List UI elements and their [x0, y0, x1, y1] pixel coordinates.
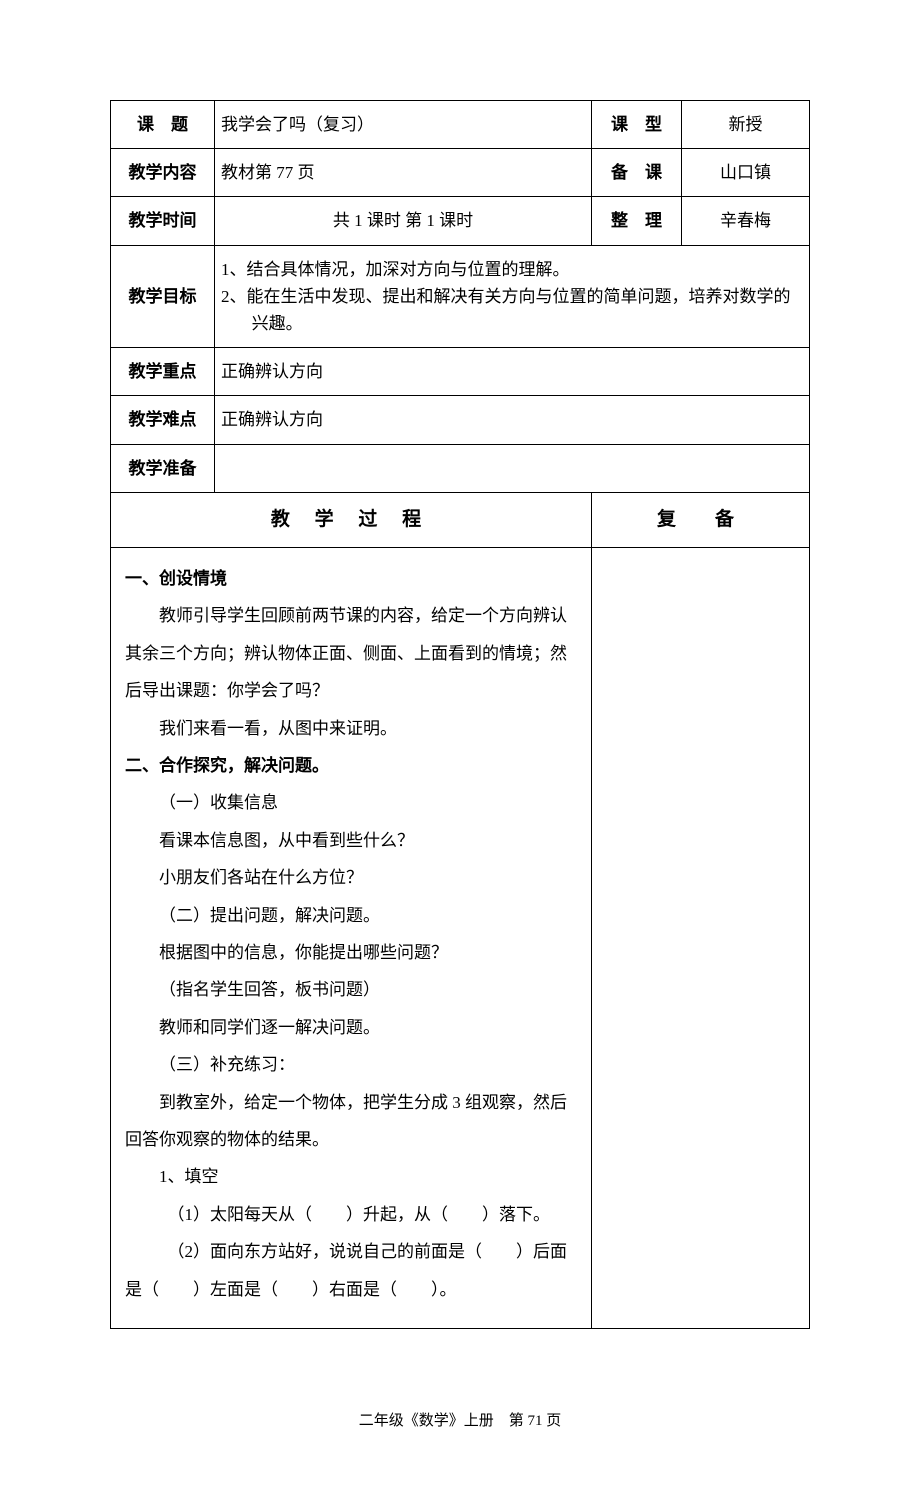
label-organize: 整 理 — [592, 197, 682, 245]
value-content: 教材第 77 页 — [215, 149, 592, 197]
label-prepare: 备 课 — [592, 149, 682, 197]
body-p13: （1）太阳每天从（ ）升起，从（ ）落下。 — [125, 1196, 577, 1233]
body-p6: （二）提出问题，解决问题。 — [125, 897, 577, 934]
body-h1: 一、创设情境 — [125, 560, 577, 597]
body-p11: 到教室外，给定一个物体，把学生分成 3 组观察，然后回答你观察的物体的结果。 — [125, 1084, 577, 1159]
label-keypoint: 教学重点 — [111, 348, 215, 396]
goal-2: 2、能在生活中发现、提出和解决有关方向与位置的简单问题，培养对数学的兴趣。 — [221, 283, 801, 337]
label-goals: 教学目标 — [111, 245, 215, 348]
value-prep — [215, 444, 810, 492]
body-p7: 根据图中的信息，你能提出哪些问题？ — [125, 934, 577, 971]
label-content: 教学内容 — [111, 149, 215, 197]
body-p3: （一）收集信息 — [125, 784, 577, 821]
body-p1: 教师引导学生回顾前两节课的内容，给定一个方向辨认其余三个方向；辨认物体正面、侧面… — [125, 597, 577, 709]
label-prep: 教学准备 — [111, 444, 215, 492]
value-title: 我学会了吗（复习） — [215, 101, 592, 149]
body-p4: 看课本信息图，从中看到些什么？ — [125, 822, 577, 859]
goal-1: 1、结合具体情况，加深对方向与位置的理解。 — [221, 256, 801, 283]
notes-body — [592, 548, 810, 1329]
value-time: 共 1 课时 第 1 课时 — [215, 197, 592, 245]
label-time: 教学时间 — [111, 197, 215, 245]
lesson-plan-table: 课 题 我学会了吗（复习） 课 型 新授 教学内容 教材第 77 页 备 课 山… — [110, 100, 810, 1329]
label-title: 课 题 — [111, 101, 215, 149]
value-type: 新授 — [682, 101, 810, 149]
label-difficulty: 教学难点 — [111, 396, 215, 444]
value-goals: 1、结合具体情况，加深对方向与位置的理解。 2、能在生活中发现、提出和解决有关方… — [215, 245, 810, 348]
body-p5: 小朋友们各站在什么方位？ — [125, 859, 577, 896]
page-footer: 二年级《数学》上册 第 71 页 — [110, 1409, 810, 1433]
body-p12: 1、填空 — [125, 1158, 577, 1195]
label-notes: 复 备 — [592, 492, 810, 547]
teaching-process-body: 一、创设情境 教师引导学生回顾前两节课的内容，给定一个方向辨认其余三个方向；辨认… — [111, 548, 592, 1329]
value-keypoint: 正确辨认方向 — [215, 348, 810, 396]
label-type: 课 型 — [592, 101, 682, 149]
value-difficulty: 正确辨认方向 — [215, 396, 810, 444]
body-p8: （指名学生回答，板书问题） — [125, 971, 577, 1008]
body-p2: 我们来看一看，从图中来证明。 — [125, 710, 577, 747]
value-prepare: 山口镇 — [682, 149, 810, 197]
body-p9: 教师和同学们逐一解决问题。 — [125, 1009, 577, 1046]
body-h2: 二、合作探究，解决问题。 — [125, 747, 577, 784]
label-process: 教 学 过 程 — [111, 492, 592, 547]
body-p10: （三）补充练习： — [125, 1046, 577, 1083]
value-organize: 辛春梅 — [682, 197, 810, 245]
body-p14: （2）面向东方站好，说说自己的前面是（ ）后面是（ ）左面是（ ）右面是（ ）。 — [125, 1233, 577, 1308]
